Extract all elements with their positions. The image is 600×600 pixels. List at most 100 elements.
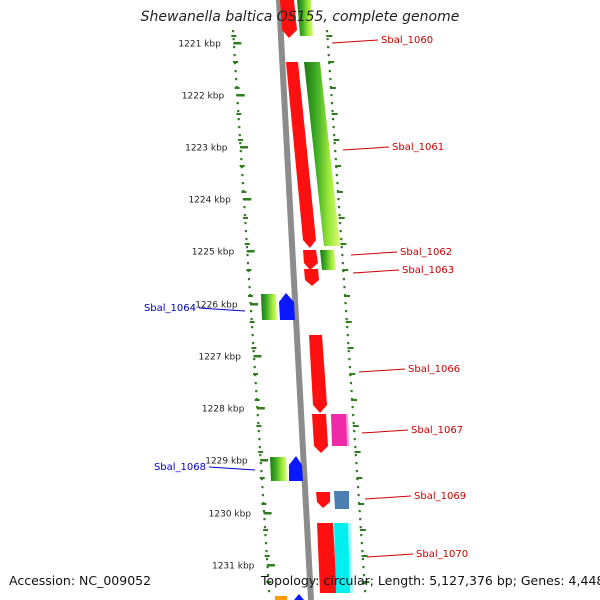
guide-dot (256, 414, 259, 417)
guide-dot (362, 574, 366, 577)
guide-dot (263, 518, 266, 521)
guide-dot (359, 518, 362, 521)
gene-cds-shape (303, 250, 318, 270)
guide-dot (339, 222, 342, 225)
minor-tick (253, 373, 259, 375)
minor-tick (243, 217, 249, 219)
minor-tick (259, 477, 265, 479)
gene-label-sbal-1061: Sbal_1061 (342, 142, 444, 153)
scale-tick (250, 303, 259, 306)
gene-label-text: Sbal_1060 (381, 35, 433, 46)
leader-line (361, 429, 409, 434)
gene-label-sbal-1064: Sbal_1064 (144, 303, 246, 314)
guide-dot (361, 550, 364, 553)
minor-tick (356, 477, 363, 479)
leader-line (198, 307, 246, 312)
guide-dot (330, 102, 334, 105)
guide-dot (267, 582, 270, 585)
gene-label-text: Sbal_1063 (402, 265, 454, 276)
guide-dot (264, 542, 268, 545)
genome-backbone (276, 0, 314, 600)
guide-dot (247, 270, 250, 273)
gene-label-sbal-1067: Sbal_1067 (361, 425, 463, 436)
minor-tick (232, 61, 238, 63)
gene-cds-shape (304, 269, 319, 286)
guide-dot (244, 230, 248, 233)
guide-dot (238, 134, 241, 137)
gene-label-sbal-1069: Sbal_1069 (364, 491, 466, 502)
guide-dot (327, 54, 330, 57)
guide-dot (260, 478, 263, 481)
scale-tick (263, 512, 272, 515)
scale-label: 1221 kbp (178, 40, 221, 50)
gene-label-sbal-1063: Sbal_1063 (352, 265, 454, 276)
guide-dot (326, 38, 329, 41)
guide-dot (331, 110, 334, 113)
guide-dot (244, 222, 247, 225)
guide-dot (345, 318, 348, 321)
gene-label-text: Sbal_1064 (144, 303, 196, 314)
guide-dot (339, 230, 342, 233)
guide-dot (262, 510, 266, 513)
guide-dot (243, 206, 246, 209)
guide-dot (252, 342, 255, 345)
minor-tick (248, 295, 254, 297)
gene-cds-shape (331, 414, 348, 446)
guide-dot (258, 446, 261, 449)
guide-dot (232, 38, 235, 41)
guide-dot (243, 214, 247, 217)
gene-label-text: Sbal_1061 (392, 142, 444, 153)
guide-dot (346, 326, 349, 329)
gene-cds-shape (316, 492, 330, 508)
guide-dot (333, 134, 336, 137)
guide-dot (245, 238, 248, 241)
minor-tick (231, 35, 237, 37)
gene-cds-shape (346, 414, 349, 446)
guide-dot (250, 318, 253, 321)
gene-label-text: Sbal_1062 (400, 247, 452, 258)
guide-dot (239, 142, 242, 145)
minor-tick (340, 243, 347, 245)
guide-dot (328, 70, 331, 73)
leader-line (350, 251, 398, 256)
guide-dot (342, 278, 346, 281)
guide-dot (331, 118, 335, 121)
minor-tick (326, 35, 333, 37)
scale-label: 1227 kbp (199, 353, 242, 363)
guide-dot (327, 46, 330, 49)
guide-dot (353, 430, 356, 433)
guide-dot (246, 254, 249, 257)
minor-tick (329, 87, 336, 89)
guide-dot (348, 366, 351, 369)
guide-dot (261, 486, 264, 489)
guide-dot (337, 206, 341, 209)
guide-dot (336, 182, 339, 185)
guide-dot (343, 286, 346, 289)
gene-cds-shape (289, 456, 303, 481)
guide-dot (350, 390, 353, 393)
minor-tick (361, 555, 368, 557)
guide-dot (253, 366, 256, 369)
guide-dot (250, 310, 253, 313)
leader-line (366, 553, 414, 558)
scale-label: 1229 kbp (205, 457, 248, 467)
guide-dot (264, 534, 267, 537)
guide-dot (337, 198, 340, 201)
guide-dot (266, 566, 269, 569)
gene-label-sbal-1068: Sbal_1068 (154, 462, 256, 473)
guide-dot (347, 342, 350, 345)
gene-cds-shape (334, 491, 349, 509)
scale-tick (266, 564, 275, 567)
minor-tick (234, 87, 240, 89)
minor-tick (333, 139, 340, 141)
guide-dot (234, 62, 237, 65)
gene-cds-shape (320, 250, 336, 270)
guide-dot (334, 150, 337, 153)
scale-label: 1228 kbp (202, 405, 245, 415)
gene-labels: Sbal_1060 Sbal_1061 Sbal_1062 Sbal_1063 Sbal… (144, 35, 468, 560)
genome-summary-text: Topology: circular; Length: 5,127,376 bp… (261, 573, 600, 588)
guide-dot (349, 374, 352, 377)
minor-tick (354, 451, 361, 453)
guide-dot (257, 430, 260, 433)
guide-dot (233, 54, 236, 57)
